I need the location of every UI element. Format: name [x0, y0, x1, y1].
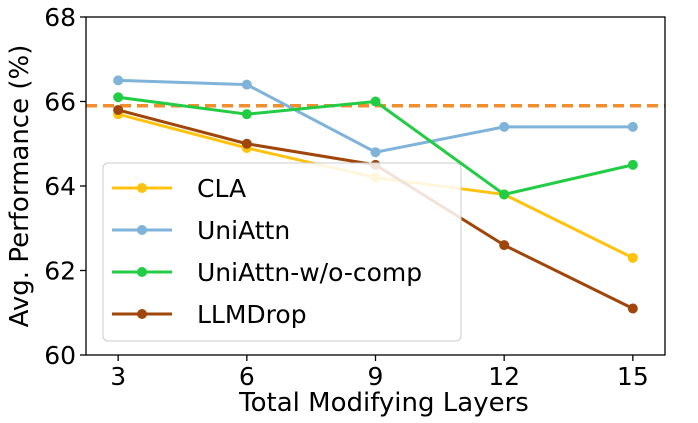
y-axis: 60 62 64 66 68 — [44, 3, 86, 370]
x-tick-label: 9 — [368, 362, 384, 391]
legend-marker-llmdrop — [137, 309, 147, 319]
data-point-llmdrop — [113, 104, 124, 115]
data-point-uniattn-w-o-comp — [499, 189, 510, 200]
y-tick-label: 62 — [44, 257, 76, 286]
series-line-uniattn — [118, 78, 633, 154]
x-tick-label: 12 — [488, 362, 520, 391]
legend-frame — [102, 162, 462, 342]
data-point-uniattn — [370, 147, 381, 158]
legend: CLA UniAttn UniAttn-w/o-comp LLMDrop — [102, 162, 462, 342]
x-axis: 3 6 9 12 15 — [110, 355, 649, 391]
legend-marker-uniattn-w-o-comp — [137, 267, 147, 277]
data-point-uniattn-w-o-comp — [627, 159, 638, 170]
data-point-uniattn — [241, 79, 252, 90]
y-tick-label: 66 — [44, 88, 76, 117]
y-axis-title: Avg. Performance (%) — [5, 45, 35, 328]
y-tick-label: 60 — [44, 341, 76, 370]
legend-label-uniattn-w-o-comp: UniAttn-w/o-comp — [197, 258, 422, 287]
y-tick-label: 68 — [44, 3, 76, 32]
x-tick-label: 6 — [239, 362, 255, 391]
x-tick-label: 3 — [110, 362, 126, 391]
legend-marker-cla — [137, 183, 147, 193]
legend-label-cla: CLA — [197, 174, 246, 203]
data-point-uniattn-w-o-comp — [370, 96, 381, 107]
data-point-uniattn — [499, 121, 510, 132]
data-point-cla — [627, 252, 638, 263]
legend-label-llmdrop: LLMDrop — [197, 300, 307, 329]
data-point-uniattn-w-o-comp — [113, 92, 124, 103]
data-point-llmdrop — [499, 240, 510, 251]
data-point-llmdrop — [627, 303, 638, 314]
data-point-uniattn — [627, 121, 638, 132]
x-axis-title: Total Modifying Layers — [238, 388, 529, 418]
legend-label-uniattn: UniAttn — [197, 216, 290, 245]
data-point-llmdrop — [241, 138, 252, 149]
legend-marker-uniattn — [137, 225, 147, 235]
x-tick-label: 15 — [617, 362, 649, 391]
data-point-uniattn — [113, 75, 124, 86]
y-tick-label: 64 — [44, 172, 76, 201]
data-point-uniattn-w-o-comp — [241, 109, 252, 120]
